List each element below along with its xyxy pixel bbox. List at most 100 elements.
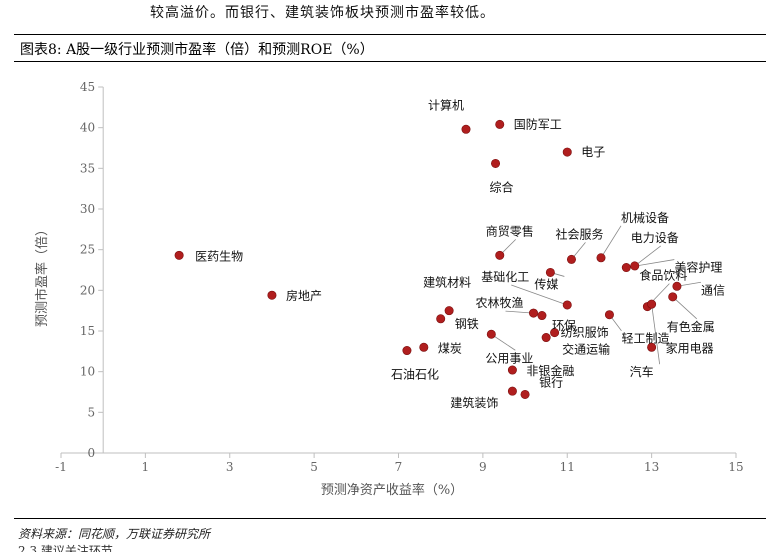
label-connectors	[491, 225, 702, 365]
data-label: 农林牧渔	[476, 296, 524, 310]
data-label: 有色金属	[667, 319, 715, 334]
y-tick-label: 30	[80, 202, 95, 216]
data-label: 交通运输	[562, 342, 610, 357]
data-point	[545, 267, 555, 277]
x-tick-label: 9	[479, 460, 487, 474]
data-label: 家用电器	[666, 340, 714, 355]
chart-container: -1 1 3 5 7 9 11 13 15 0 5 10 15 20 25 30 35 40 45 计算机 国防军工电…	[14, 62, 766, 514]
x-tick-label: 11	[560, 460, 575, 474]
figure-title-bar: 图表8: A股一级行业预测市盈率（倍）和预测ROE（%）	[14, 34, 766, 62]
y-axis-label: 预测市盈率（倍）	[34, 223, 50, 327]
data-point	[461, 124, 471, 134]
data-label: 计算机	[428, 97, 464, 112]
data-point	[444, 306, 454, 316]
data-label: 社会服务	[555, 226, 603, 241]
data-label: 公用事业	[485, 351, 533, 365]
y-tick-label: 35	[80, 161, 95, 175]
x-axis-label: 预测净资产收益率（%）	[321, 482, 463, 498]
data-point	[562, 300, 572, 310]
data-point	[566, 254, 576, 264]
data-point	[402, 346, 412, 356]
data-point	[507, 365, 517, 375]
data-point	[672, 281, 682, 291]
x-tick-label: 13	[644, 460, 659, 474]
data-point	[495, 250, 505, 260]
data-label: 电子	[581, 145, 605, 159]
data-point	[419, 342, 429, 352]
data-point	[520, 389, 530, 399]
data-label: 钢铁	[455, 317, 479, 331]
data-point	[647, 299, 657, 309]
y-tick-label: 0	[88, 446, 96, 460]
data-label: 煤炭	[438, 341, 462, 355]
data-label: 环保	[552, 319, 576, 333]
y-tick-label: 40	[80, 121, 95, 135]
data-label: 通信	[701, 283, 725, 297]
data-point	[267, 290, 277, 300]
source-note: 资料来源：同花顺，万联证券研究所	[18, 527, 211, 541]
data-label: 石油石化	[391, 368, 439, 382]
label-connector	[672, 296, 697, 320]
data-label: 非银金融	[526, 363, 574, 378]
data-point	[541, 333, 551, 343]
data-point	[486, 329, 496, 339]
data-point	[495, 119, 505, 129]
y-tick-label: 25	[80, 243, 95, 257]
data-label: 汽车	[630, 364, 654, 379]
label-connector	[491, 333, 516, 351]
data-label: 建筑材料	[423, 275, 471, 290]
x-tick-label: 15	[728, 460, 743, 474]
data-point	[436, 314, 446, 324]
data-point	[630, 261, 640, 271]
label-connector	[505, 310, 534, 314]
data-label: 食品饮料	[639, 268, 687, 283]
source-divider	[14, 518, 766, 519]
label-connector	[511, 284, 568, 306]
y-tick-label: 5	[88, 405, 96, 419]
data-label: 银行	[539, 375, 563, 389]
data-point	[507, 386, 517, 396]
data-point	[596, 253, 606, 263]
intro-text: 较高溢价。而银行、建筑装饰板块预测市盈率较低。	[150, 5, 495, 21]
next-section-heading: 2.3 建议关注环节	[18, 544, 113, 552]
data-label: 国防军工	[514, 116, 562, 131]
data-label: 综合	[490, 179, 514, 194]
x-tick-label: 7	[395, 460, 403, 474]
label-connector	[651, 304, 661, 365]
data-label: 房地产	[286, 288, 322, 303]
data-point	[668, 292, 678, 302]
data-point	[537, 311, 547, 321]
data-point	[550, 328, 560, 338]
data-point	[528, 308, 538, 318]
data-point	[562, 147, 572, 157]
data-label: 轻工制造	[621, 332, 669, 346]
label-connector	[600, 225, 622, 259]
x-tick-label: 3	[226, 460, 234, 474]
y-tick-label: 15	[80, 324, 95, 338]
data-points	[174, 119, 682, 399]
data-point	[491, 158, 501, 168]
data-label: 基础化工	[481, 270, 529, 284]
data-label: 机械设备	[621, 210, 669, 225]
data-point	[174, 250, 184, 260]
y-tick-label: 20	[80, 283, 95, 297]
data-label: 电力设备	[631, 231, 679, 245]
data-point	[604, 310, 614, 320]
data-point	[621, 263, 631, 273]
y-tick-label: 45	[80, 80, 95, 94]
x-tick-label: -1	[55, 460, 67, 474]
x-tick-label: 1	[142, 460, 150, 474]
data-label: 商贸零售	[486, 223, 534, 238]
data-point	[647, 342, 657, 352]
label-connector	[634, 245, 661, 267]
data-label: 建筑装饰	[450, 395, 498, 410]
x-tick-label: 5	[310, 460, 318, 474]
data-label: 美容护理	[674, 260, 722, 275]
data-label: 传媒	[534, 276, 558, 291]
figure-title: 图表8: A股一级行业预测市盈率（倍）和预测ROE（%）	[20, 42, 374, 58]
data-label: 纺织服饰	[561, 326, 609, 340]
y-tick-label: 10	[80, 365, 95, 379]
